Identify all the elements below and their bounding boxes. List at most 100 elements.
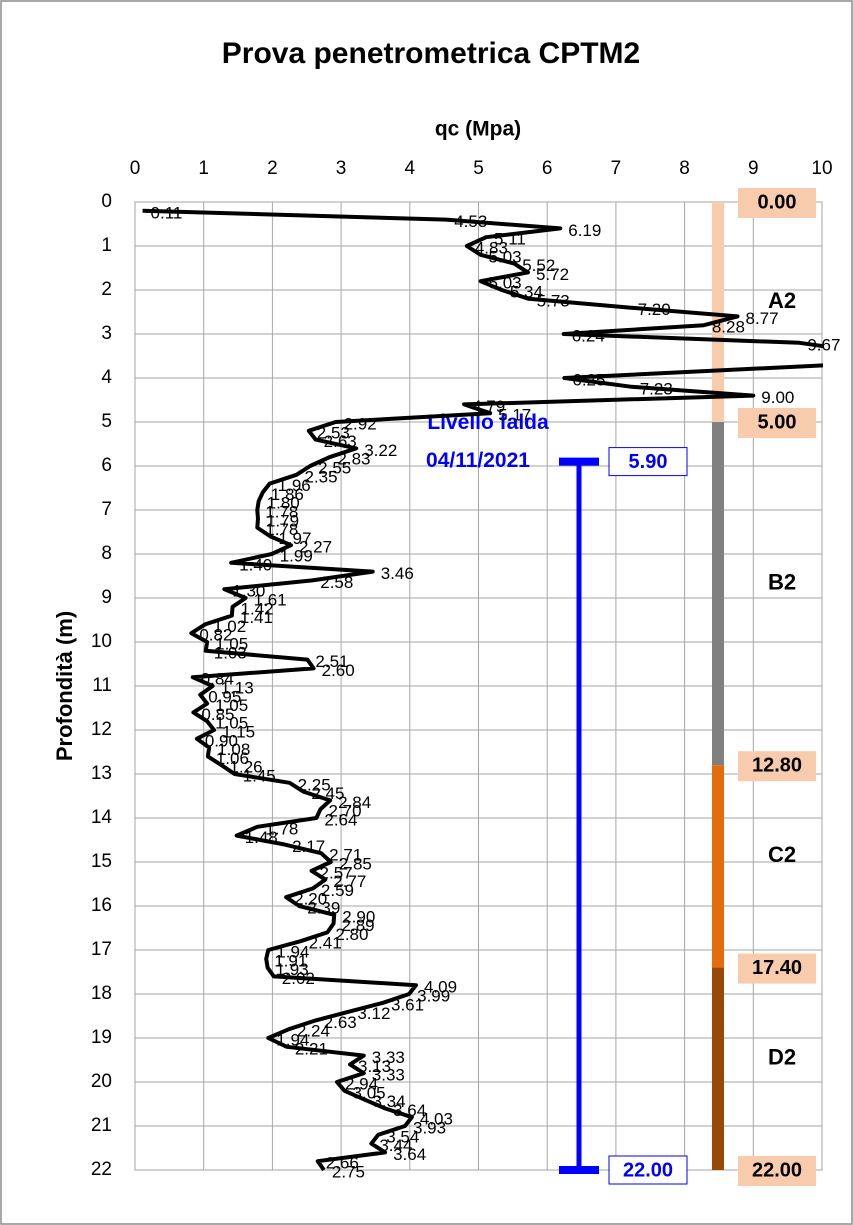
data-label: 1.78 [265,819,298,838]
boundary-label: 5.00 [758,411,797,433]
data-label: 4.09 [424,978,457,997]
x-tick-label: 7 [611,158,622,179]
x-tick-label: 3 [336,158,347,179]
data-label: 1.40 [239,555,272,574]
data-label: 2.35 [304,467,337,486]
data-label: 3.33 [372,1048,405,1067]
boundary-label: 17.40 [752,957,802,979]
data-label: 1.78 [265,502,298,521]
data-label: 3.64 [393,1145,426,1164]
data-label: 1.15 [222,722,255,741]
y-tick-label: 2 [101,279,112,300]
data-label: 0.84 [201,670,234,689]
data-label: 7.20 [638,300,671,319]
y-tick-label: 11 [92,675,112,696]
data-label: 5.11 [494,230,526,249]
data-label: 1.05 [215,696,248,715]
y-axis-label: Profondità (m) [52,611,77,761]
data-label: 1.30 [232,582,265,601]
layer-name: D2 [768,1045,796,1070]
data-label: 1.99 [280,546,313,565]
boundary-box [738,188,816,218]
data-label: 3.44 [379,1136,412,1155]
water-box [608,1155,688,1185]
data-label: 3.61 [391,995,424,1014]
y-tick-label: 0 [101,191,112,212]
data-label: 2.94 [345,1074,378,1093]
y-tick-label: 10 [91,631,112,652]
data-label: 2.77 [333,872,366,891]
y-tick-label: 8 [101,543,112,564]
data-label: 4.03 [420,1110,453,1129]
data-label: 1.08 [217,740,250,759]
water-box [608,447,688,477]
x-axis-label: qc (Mpa) [435,118,521,141]
data-label: 1.13 [221,678,254,697]
data-label: 2.57 [320,863,353,882]
data-label: 2.89 [342,916,375,935]
data-label: 2.21 [295,1039,328,1058]
data-label: 2.45 [311,784,344,803]
data-label: 1.96 [278,476,311,495]
data-label: 2.41 [309,934,342,953]
data-label: 2.92 [344,414,377,433]
data-label: 3.64 [393,1101,426,1120]
x-tick-label: 4 [405,158,416,179]
boundary-label: 22.00 [752,1159,802,1181]
water-date: 04/11/2021 [426,449,530,472]
data-label: 5.73 [537,291,570,310]
y-tick-label: 16 [91,895,112,916]
data-label: 0.95 [208,687,241,706]
y-tick-label: 5 [101,411,112,432]
layer-name: A2 [768,288,796,313]
data-label: 3.22 [364,441,397,460]
data-label: 2.20 [294,890,327,909]
data-label: 2.59 [321,881,354,900]
y-tick-label: 18 [91,983,112,1004]
data-label: 7.23 [640,379,673,398]
data-label: 8.28 [712,318,745,337]
data-label: 2.25 [298,775,331,794]
data-label: 0.82 [199,626,232,645]
y-tick-label: 9 [101,587,112,608]
layer-bar [712,422,724,766]
x-tick-label: 6 [542,158,553,179]
data-label: 1.41 [240,608,273,627]
data-label: 1.93 [276,960,309,979]
data-label: 2.27 [299,538,332,557]
data-label: 2.51 [315,652,348,671]
y-tick-label: 22 [91,1159,112,1180]
data-label: 1.91 [274,951,307,970]
boundary-box [738,751,816,782]
data-label: 5.03 [489,247,522,266]
y-tick-label: 13 [91,763,112,784]
data-label: 9.67 [807,335,840,354]
data-label: 4.83 [475,238,508,257]
data-label: 1.05 [215,634,248,653]
x-tick-label: 2 [267,158,278,179]
data-label: 2.80 [335,925,368,944]
data-label: 2.64 [324,810,357,829]
data-label: 1.48 [245,828,278,847]
data-label: 3.13 [358,1057,391,1076]
data-label: 3.05 [353,1083,386,1102]
data-label: 4.79 [472,397,505,416]
boundary-box [738,1156,816,1186]
y-tick-label: 1 [101,235,112,256]
data-label: 2.24 [297,1022,330,1041]
data-label: 1.42 [241,599,274,618]
data-label: 2.66 [326,1154,359,1173]
data-label: 0.11 [151,203,183,222]
data-label: 5.52 [522,256,555,275]
data-label: 9.00 [761,388,794,407]
data-label: 5.03 [489,274,522,293]
data-label: 1.79 [266,511,299,530]
x-tick-label: 10 [811,158,832,179]
y-tick-label: 14 [91,807,113,828]
y-tick-label: 15 [91,851,112,872]
boundary-label: 12.80 [752,754,802,776]
x-tick-label: 8 [679,158,690,179]
data-label: 2.85 [339,854,372,873]
data-label: 3.12 [357,1004,390,1023]
